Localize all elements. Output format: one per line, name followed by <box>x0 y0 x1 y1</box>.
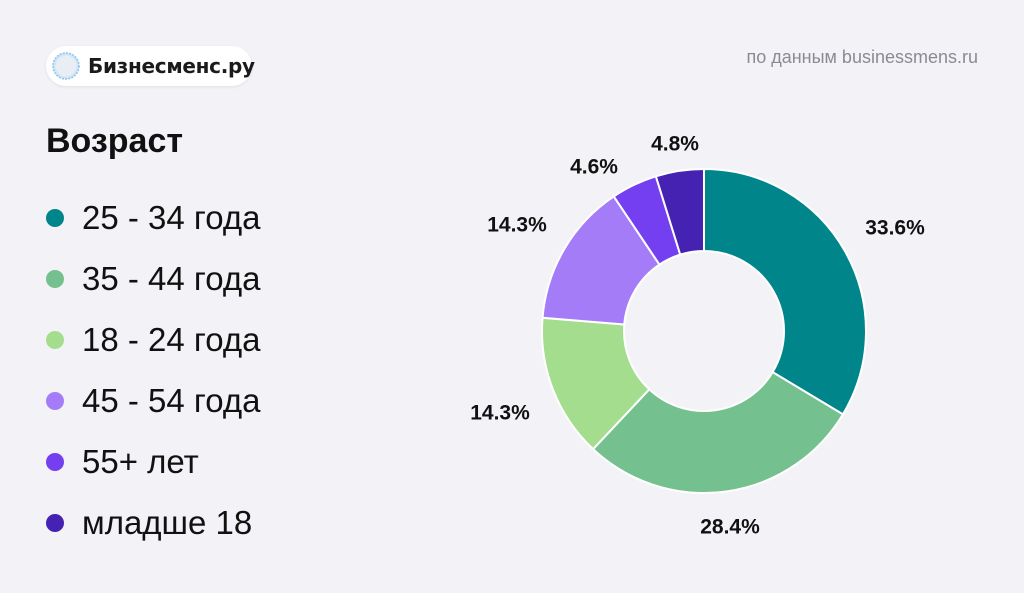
donut-slice <box>591 370 845 494</box>
logo-icon <box>52 52 80 80</box>
legend-swatch <box>46 513 64 532</box>
data-label: 4.8% <box>651 133 699 156</box>
legend-label: 18 - 24 года <box>82 320 261 358</box>
legend-label: младше 18 <box>82 503 253 541</box>
legend-swatch <box>46 391 64 410</box>
donut-slice <box>703 167 867 416</box>
legend-label: 55+ лет <box>82 442 199 480</box>
legend-item: 18 - 24 года <box>46 309 260 370</box>
legend-swatch <box>46 208 64 227</box>
legend-item: 55+ лет <box>46 431 260 492</box>
chart-legend: 25 - 34 года 35 - 44 года 18 - 24 года 4… <box>46 187 260 553</box>
legend-item: младше 18 <box>46 492 260 553</box>
legend-swatch <box>46 269 64 288</box>
legend-item: 25 - 34 года <box>46 187 260 248</box>
chart-title: Возраст <box>46 122 184 160</box>
brand-logo[interactable]: Бизнесменс.ру <box>46 46 255 86</box>
legend-swatch <box>46 452 64 471</box>
legend-swatch <box>46 330 64 349</box>
legend-label: 25 - 34 года <box>82 198 261 236</box>
data-label: 14.3% <box>470 402 530 425</box>
legend-item: 45 - 54 года <box>46 370 260 431</box>
source-note: по данным businessmens.ru <box>746 47 978 67</box>
legend-label: 45 - 54 года <box>82 381 261 419</box>
legend-label: 35 - 44 года <box>82 259 261 297</box>
data-label: 4.6% <box>570 156 618 179</box>
data-label: 33.6% <box>865 217 925 240</box>
legend-item: 35 - 44 года <box>46 248 260 309</box>
brand-name: Бизнесменс.ру <box>88 54 255 78</box>
data-label: 28.4% <box>700 516 760 539</box>
donut-slice <box>654 167 705 256</box>
data-label: 14.3% <box>487 214 547 237</box>
